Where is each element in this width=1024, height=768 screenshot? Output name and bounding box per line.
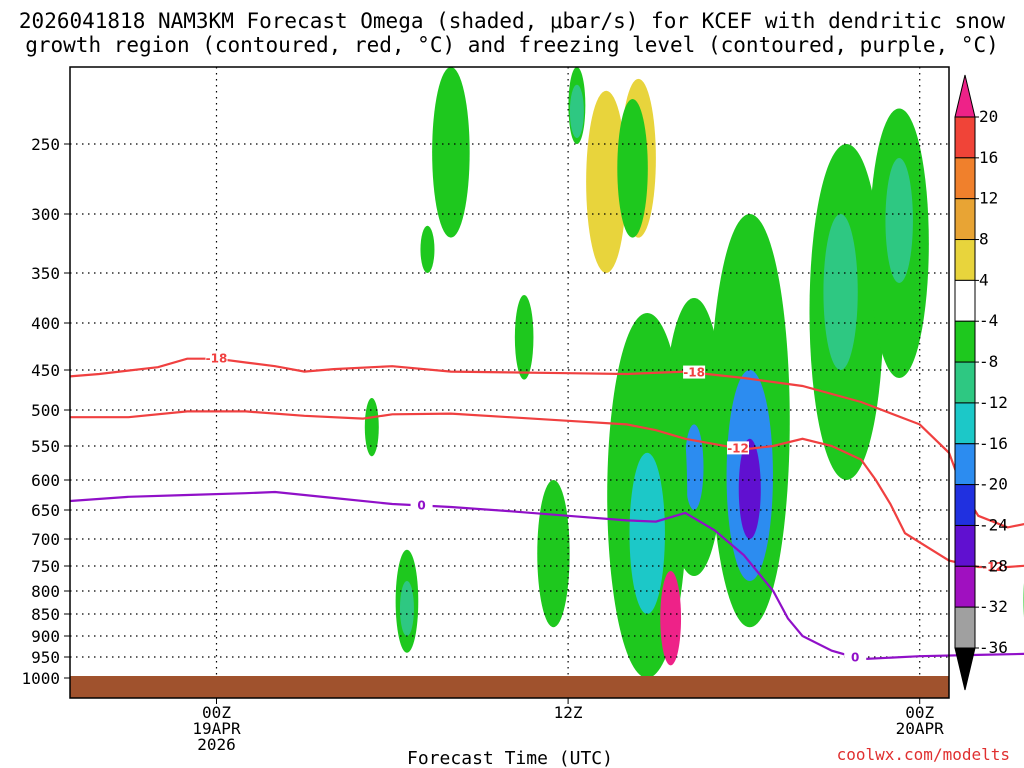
colorbar-label-5: -4: [979, 311, 998, 330]
ytick-label-400: 400: [31, 314, 60, 333]
colorbar-label-4: 4: [979, 270, 989, 289]
contour-label-bg-freezing-level-0: [410, 498, 433, 512]
ytick-label-250: 250: [31, 135, 60, 154]
y-axis-pressure-ticks: 250 300 350 400 450 500 550 600 650 700 750 800 850 9…: [21, 135, 70, 688]
ytick-label-850: 850: [31, 605, 60, 624]
colorbar-label-1: 16: [979, 148, 998, 167]
contour-dgz-18: [69, 357, 1024, 529]
omega-cell-ascent-col-mid-1-core: [684, 424, 704, 511]
xtick-label-0-2: 2026: [197, 735, 236, 754]
omega-cell-ascent-upper-left-3: [514, 295, 534, 380]
chart-title-line1: 2026041818 NAM3KM Forecast Omega (shaded…: [19, 9, 1006, 33]
colorbar-label-11: -28: [979, 556, 1008, 575]
ytick-label-600: 600: [31, 471, 60, 490]
contour-label-freezing-level-1: 0: [851, 650, 859, 664]
ground-surface: [70, 676, 949, 698]
colorbar-bin-3: [954, 198, 976, 241]
colorbar-label-0: 20: [979, 107, 998, 126]
xtick-label-12-0: 12Z: [554, 703, 583, 722]
omega-cell-ascent-col-left-core: [629, 452, 665, 614]
pressure-gridlines: [70, 67, 949, 698]
colorbar-bin-9: [954, 443, 976, 486]
chart-title-line2: growth region (contoured, red, °C) and f…: [25, 33, 999, 57]
ytick-label-650: 650: [31, 501, 60, 520]
colorbar-label-10: -24: [979, 515, 1008, 534]
colorbar-label-12: -32: [979, 597, 1008, 616]
omega-cell-ascent-column-b: [617, 98, 648, 238]
contour-dgz-12: [70, 410, 1024, 569]
colorbar-bin-4: [954, 239, 976, 281]
xtick-label-0-0: 00Z: [202, 703, 231, 722]
contour-label-bg-freezing-level-1: [844, 650, 867, 664]
temperature-contours: -18-18-12-12-12000: [69, 351, 1024, 664]
colorbar-bin-8: [954, 402, 976, 445]
omega-cell-ascent-col-tall-2-core: [885, 158, 913, 283]
omega-cell-sink-low-max: [660, 571, 682, 666]
colorbar-label-7: -12: [979, 393, 1008, 412]
ytick-label-900: 900: [31, 627, 60, 646]
colorbar-label-8: -16: [979, 434, 1008, 453]
ytick-label-950: 950: [31, 648, 60, 667]
omega-cell-ascent-left-top-core: [569, 84, 584, 139]
omega-cell-ascent-upper-left-2: [420, 225, 435, 273]
colorbar-label-13: -36: [979, 638, 1008, 657]
colorbar-label-2: 12: [979, 189, 998, 208]
omega-cell-ascent-upper-left-1: [432, 67, 470, 238]
credit-text: coolwx.com/modelts: [837, 745, 1010, 764]
contour-label-dgz-18-0: -18: [206, 352, 228, 366]
ytick-label-550: 550: [31, 437, 60, 456]
omega-cell-ascent-col-tall-core: [823, 214, 858, 370]
colorbar-bin-1: [954, 116, 976, 159]
colorbar-bin-10: [954, 484, 976, 526]
omega-cell-ascent-low-left-core: [399, 581, 414, 636]
contour-label-dgz-12-1: -12: [982, 560, 1004, 574]
plot-frame: [69, 66, 950, 699]
contour-label-freezing-level-0: 0: [417, 499, 425, 513]
omega-cell-ascent-col-mid-2-max: [738, 438, 761, 539]
colorbar-bin-2: [954, 157, 976, 200]
x-axis-label: Forecast Time (UTC): [407, 748, 613, 768]
ytick-label-300: 300: [31, 205, 60, 224]
omega-cell-ascent-upper-left-4: [364, 398, 379, 457]
colorbar-bin-12: [954, 565, 976, 608]
contour-label-bg-dgz-12-1: [981, 560, 1004, 573]
xtick-label-24-0: 00Z: [905, 703, 934, 722]
colorbar-top-triangle: [954, 74, 976, 118]
omega-cell-ascent-low-mid: [537, 479, 570, 628]
contour-label-dgz-18-1: -18: [683, 366, 705, 380]
plot-background: [70, 67, 949, 698]
ytick-label-500: 500: [31, 401, 60, 420]
contour-label-dgz-12-0: -12: [727, 441, 749, 455]
colorbar-bin-5: [954, 279, 976, 322]
ytick-label-750: 750: [31, 557, 60, 576]
contour-label-bg-dgz-18-0: [205, 351, 228, 365]
omega-colorbar: 20 16 12 8 4 -4 -8 -12 -16 -20 -24 -28 -32 -36: [954, 74, 1008, 691]
x-axis-time-ticks: 00Z19APR202612Z00Z20APR12Z00Z21APR: [192, 698, 945, 754]
omega-shading: [364, 67, 1024, 678]
colorbar-label-3: 8: [979, 230, 989, 249]
omega-cell-sink-column-a: [586, 90, 627, 273]
colorbar-label-6: -8: [979, 352, 998, 371]
xtick-label-24-1: 20APR: [896, 719, 945, 738]
contour-label-bg-dgz-12-0: [727, 441, 750, 455]
colorbar-bin-7: [954, 361, 976, 404]
ytick-label-1000: 1000: [21, 669, 60, 688]
xtick-label-0-1: 19APR: [192, 719, 241, 738]
ytick-label-700: 700: [31, 530, 60, 549]
ytick-label-450: 450: [31, 361, 60, 380]
ytick-label-800: 800: [31, 582, 60, 601]
ytick-label-350: 350: [31, 264, 60, 283]
colorbar-bin-6: [954, 320, 976, 363]
colorbar-label-9: -20: [979, 475, 1008, 494]
colorbar-bin-13: [954, 606, 976, 649]
colorbar-bin-11: [954, 524, 976, 567]
contour-label-bg-dgz-18-1: [683, 365, 706, 379]
colorbar-bottom-triangle: [954, 647, 976, 691]
plot-area: [70, 67, 949, 698]
